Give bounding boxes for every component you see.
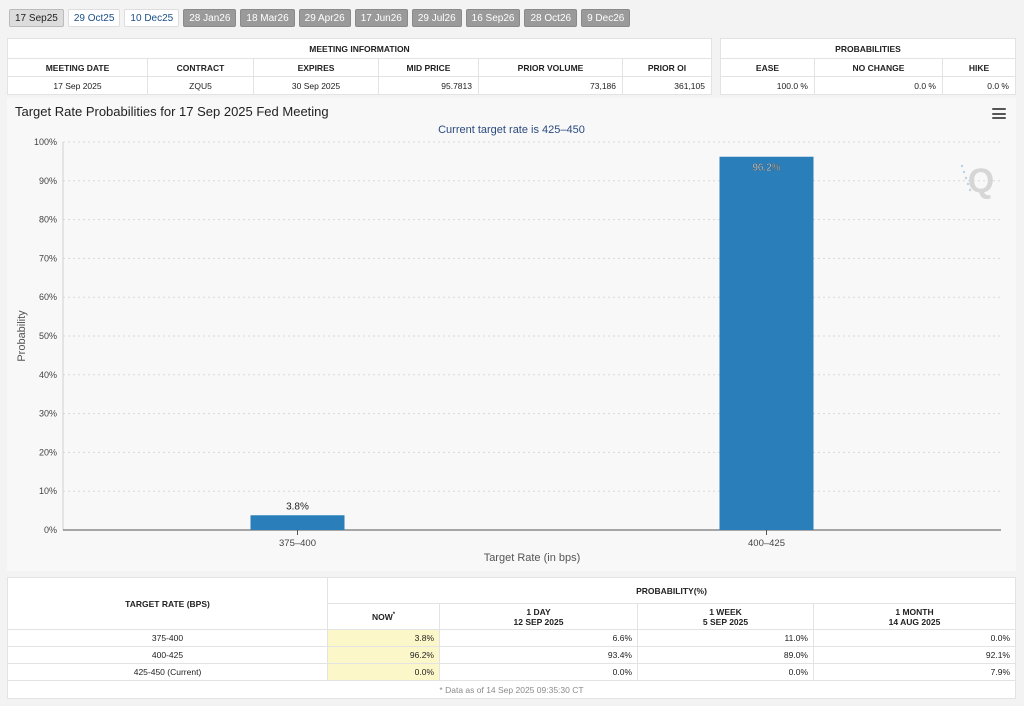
week-cell: 0.0% <box>637 663 814 681</box>
day-cell: 6.6% <box>439 629 638 647</box>
chart-title: Target Rate Probabilities for 17 Sep 202… <box>15 104 329 119</box>
col-prior-volume: PRIOR VOLUME <box>478 58 623 77</box>
col-1-month: 1 MONTH 14 AUG 2025 <box>813 603 1016 630</box>
prior-volume-value: 73,186 <box>478 76 623 95</box>
month-cell: 92.1% <box>813 646 1016 664</box>
col-1-week: 1 WEEK 5 SEP 2025 <box>637 603 814 630</box>
week-cell: 11.0% <box>637 629 814 647</box>
y-tick-label: 10% <box>39 486 57 496</box>
meeting-date-value: 17 Sep 2025 <box>7 76 148 95</box>
data-label: 96.2% <box>752 163 780 174</box>
col-expires: EXPIRES <box>253 58 379 77</box>
col-mid-price: MID PRICE <box>378 58 479 77</box>
rate-cell: 375-400 <box>7 629 328 647</box>
col-ease: EASE <box>720 58 815 77</box>
col-hike: HIKE <box>942 58 1016 77</box>
rate-cell: 400-425 <box>7 646 328 664</box>
y-tick-label: 100% <box>34 137 57 147</box>
prior-oi-value: 361,105 <box>622 76 712 95</box>
month-cell: 0.0% <box>813 629 1016 647</box>
y-tick-label: 80% <box>39 215 57 225</box>
col-1-day-label: 1 DAY <box>526 606 551 617</box>
q-logo-dot <box>962 170 966 174</box>
tab-28-oct26[interactable]: 28 Oct26 <box>524 9 578 27</box>
x-axis-title: Target Rate (in bps) <box>484 552 581 564</box>
x-tick-label: 400–425 <box>748 538 785 549</box>
table-row: 425-450 (Current) 0.0% 0.0% 0.0% 7.9% <box>7 663 1016 681</box>
col-contract: CONTRACT <box>147 58 254 77</box>
y-tick-label: 30% <box>39 409 57 419</box>
expires-value: 30 Sep 2025 <box>253 76 379 95</box>
bar <box>719 156 814 530</box>
chart-panel: 0% 10% 20% 30% 40% 50% 60% 70% 80% 90% 100% 375–400… <box>7 98 1016 571</box>
contract-value: ZQU5 <box>147 76 254 95</box>
probability-header: PROBABILITY(%) <box>327 577 1016 604</box>
week-cell: 89.0% <box>637 646 814 664</box>
y-tick-label: 0% <box>44 525 57 535</box>
data-footnote: * Data as of 14 Sep 2025 09:35:30 CT <box>7 680 1016 699</box>
now-cell: 96.2% <box>327 646 440 664</box>
meeting-information-title: MEETING INFORMATION <box>7 38 712 59</box>
y-tick-label: 90% <box>39 176 57 186</box>
tab-29-oct25[interactable]: 29 Oct25 <box>67 9 121 27</box>
data-label: 3.8% <box>286 501 309 512</box>
table-row: 400-425 96.2% 93.4% 89.0% 92.1% <box>7 646 1016 664</box>
y-tick-label: 20% <box>39 447 57 457</box>
col-1-month-label: 1 MONTH <box>895 606 934 617</box>
month-cell: 7.9% <box>813 663 1016 681</box>
tab-17-sep25[interactable]: 17 Sep25 <box>9 9 64 27</box>
col-prior-oi: PRIOR OI <box>622 58 712 77</box>
q-logo-dot <box>964 176 968 180</box>
y-axis-title: Probability <box>16 310 28 362</box>
col-no-change: NO CHANGE <box>814 58 943 77</box>
target-rate-header: TARGET RATE (BPS) <box>7 577 328 630</box>
col-1-week-date: 5 SEP 2025 <box>702 616 749 627</box>
x-tick-label: 375–400 <box>279 538 316 549</box>
tab-17-jun26[interactable]: 17 Jun26 <box>354 9 408 27</box>
col-1-day: 1 DAY 12 SEP 2025 <box>439 603 638 630</box>
bar <box>250 515 345 530</box>
tab-10-dec25[interactable]: 10 Dec25 <box>124 9 180 27</box>
tab-29-apr26[interactable]: 29 Apr26 <box>298 9 351 27</box>
tab-9-dec26[interactable]: 9 Dec26 <box>581 9 631 27</box>
chart-svg: 0% 10% 20% 30% 40% 50% 60% 70% 80% 90% 100% 375–400… <box>16 137 1001 564</box>
y-tick-label: 50% <box>39 331 57 341</box>
y-tick-label: 40% <box>39 370 57 380</box>
probability-history-table: TARGET RATE (BPS) PROBABILITY(%) NOW* 1 … <box>7 577 1016 699</box>
day-cell: 0.0% <box>439 663 638 681</box>
col-1-week-label: 1 WEEK <box>709 606 742 617</box>
now-cell: 0.0% <box>327 663 440 681</box>
hike-value: 0.0 % <box>942 76 1016 95</box>
col-meeting-date: MEETING DATE <box>7 58 148 77</box>
rate-cell: 425-450 (Current) <box>7 663 328 681</box>
col-1-month-date: 14 AUG 2025 <box>888 616 941 627</box>
q-logo-icon: Q <box>960 162 994 200</box>
col-now-sup: * <box>392 611 396 618</box>
tab-16-sep26[interactable]: 16 Sep26 <box>465 9 521 27</box>
tab-18-mar26[interactable]: 18 Mar26 <box>240 9 295 27</box>
mid-price-value: 95.7813 <box>378 76 479 95</box>
meeting-tabs: 17 Sep25 29 Oct25 10 Dec25 28 Jan26 18 M… <box>9 9 631 29</box>
probabilities-title: PROBABILITIES <box>720 38 1016 59</box>
table-row: 375-400 3.8% 6.6% 11.0% 0.0% <box>7 629 1016 647</box>
chart-subtitle: Current target rate is 425–450 <box>438 124 585 136</box>
day-cell: 93.4% <box>439 646 638 664</box>
q-logo-dot <box>968 188 972 192</box>
meeting-information-table: MEETING INFORMATION MEETING DATE CONTRAC… <box>7 38 712 95</box>
tab-28-jan26[interactable]: 28 Jan26 <box>183 9 237 27</box>
q-logo-dot <box>966 182 970 186</box>
q-logo-glyph: Q <box>968 162 994 200</box>
col-now: NOW* <box>327 603 440 630</box>
probabilities-table: PROBABILITIES EASE NO CHANGE HIKE 100.0 … <box>720 38 1016 95</box>
hamburger-menu-icon[interactable] <box>992 108 1006 119</box>
ease-value: 100.0 % <box>720 76 815 95</box>
col-now-label: NOW <box>371 611 393 622</box>
q-logo-dot <box>960 164 964 168</box>
no-change-value: 0.0 % <box>814 76 943 95</box>
y-tick-label: 60% <box>39 292 57 302</box>
tab-29-jul26[interactable]: 29 Jul26 <box>411 9 462 27</box>
col-1-day-date: 12 SEP 2025 <box>513 616 564 627</box>
now-cell: 3.8% <box>327 629 440 647</box>
y-tick-label: 70% <box>39 253 57 263</box>
